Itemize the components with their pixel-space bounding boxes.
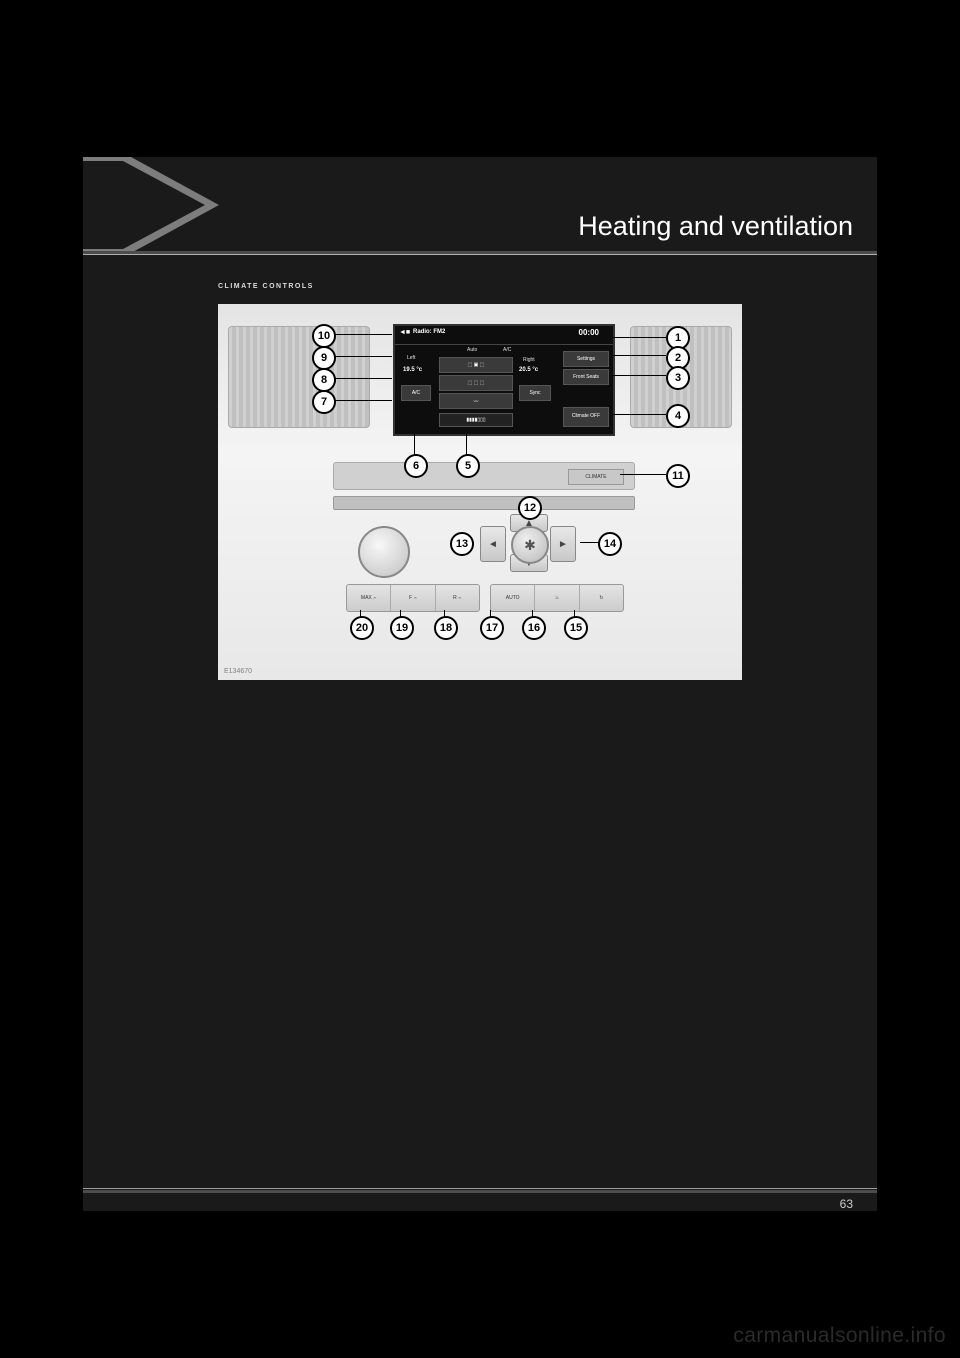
leader-4 xyxy=(612,414,666,415)
leader-9 xyxy=(334,356,392,357)
max-defrost-button[interactable]: MAX ⌢ xyxy=(347,585,391,611)
climate-hard-button[interactable]: CLIMATE xyxy=(568,469,624,485)
callout-17: 17 xyxy=(480,616,504,640)
manual-page: Heating and ventilation CLIMATE CONTROLS… xyxy=(83,157,877,1211)
footer-rule-light xyxy=(83,1188,877,1189)
callout-14: 14 xyxy=(598,532,622,556)
callout-15: 15 xyxy=(564,616,588,640)
callout-9: 9 xyxy=(312,346,336,370)
callout-13: 13 xyxy=(450,532,474,556)
page-number: 63 xyxy=(840,1197,853,1211)
mode-row-3[interactable]: 〰 xyxy=(439,393,513,409)
dpad-left-button[interactable]: ◄ xyxy=(480,526,506,562)
header-rule-light xyxy=(83,254,877,255)
heated-seat-button[interactable]: ♨ xyxy=(535,585,579,611)
front-defrost-button[interactable]: F ⌢ xyxy=(391,585,435,611)
dpad-right-button[interactable]: ► xyxy=(550,526,576,562)
section-heading: CLIMATE CONTROLS xyxy=(218,283,314,290)
callout-18: 18 xyxy=(434,616,458,640)
footer-rule-dark xyxy=(83,1190,877,1193)
leader-11 xyxy=(620,474,666,475)
cd-slot xyxy=(333,496,635,510)
leader-8 xyxy=(334,378,392,379)
leader-7 xyxy=(334,400,392,401)
touchscreen: ◄■ Radio: FM2 00:00 Auto A/C Left Right … xyxy=(393,324,615,436)
callout-12: 12 xyxy=(518,496,542,520)
settings-button[interactable]: Settings xyxy=(563,351,609,367)
button-row-left: MAX ⌢ F ⌢ R ⌢ xyxy=(346,584,480,612)
console-upper-strip: CLIMATE xyxy=(333,462,635,490)
leader-10 xyxy=(334,334,392,335)
auto-button[interactable]: AUTO xyxy=(491,585,535,611)
callout-3: 3 xyxy=(666,366,690,390)
callout-7: 7 xyxy=(312,390,336,414)
clock-label: 00:00 xyxy=(579,328,599,337)
page-header: Heating and ventilation xyxy=(83,157,877,267)
button-row-right: AUTO ♨ ↻ xyxy=(490,584,624,612)
air-vent-left xyxy=(228,326,370,428)
climate-diagram: ◄■ Radio: FM2 00:00 Auto A/C Left Right … xyxy=(218,304,742,680)
screen-body: Auto A/C Left Right 19.5 °c 20.5 °c A/C … xyxy=(395,345,613,435)
left-zone-label: Left xyxy=(407,355,415,361)
climate-off-button[interactable]: Climate OFF xyxy=(563,407,609,427)
callout-8: 8 xyxy=(312,368,336,392)
callout-19: 19 xyxy=(390,616,414,640)
callout-20: 20 xyxy=(350,616,374,640)
mode-row-2[interactable]: ⬚ ⬚ ⬚ xyxy=(439,375,513,391)
auto-label: Auto xyxy=(467,347,477,353)
leader-2 xyxy=(612,355,666,356)
callout-11: 11 xyxy=(666,464,690,488)
callout-4: 4 xyxy=(666,404,690,428)
watermark-label: carmanualsonline.info xyxy=(733,1324,946,1348)
mode-row-1[interactable]: ⬚ ▣ ⬚ xyxy=(439,357,513,373)
chevron-icon xyxy=(83,157,233,257)
right-temp[interactable]: 20.5 °c xyxy=(519,367,538,373)
ac-indicator-label: A/C xyxy=(503,347,511,353)
ac-button[interactable]: A/C xyxy=(401,385,431,401)
left-temp[interactable]: 19.5 °c xyxy=(403,367,422,373)
figure-ref: E134670 xyxy=(224,668,252,675)
rotary-knob[interactable] xyxy=(358,526,410,578)
page-outer: Heating and ventilation CLIMATE CONTROLS… xyxy=(0,0,960,1358)
sync-button[interactable]: Sync xyxy=(519,385,551,401)
rear-defrost-button[interactable]: R ⌢ xyxy=(436,585,479,611)
page-title: Heating and ventilation xyxy=(578,211,853,242)
screen-statusbar: ◄■ Radio: FM2 00:00 xyxy=(395,326,613,345)
blower-bar[interactable]: ▮▮▮▮▯▯▯ xyxy=(439,413,513,427)
dpad-center-button[interactable]: ✱ xyxy=(511,526,549,564)
right-zone-label: Right xyxy=(523,357,535,363)
callout-5: 5 xyxy=(456,454,480,478)
leader-3 xyxy=(612,375,666,376)
callout-16: 16 xyxy=(522,616,546,640)
front-seats-button[interactable]: Front Seats xyxy=(563,369,609,385)
radio-label: Radio: FM2 xyxy=(413,329,445,335)
back-icon[interactable]: ◄■ xyxy=(399,329,410,336)
callout-10: 10 xyxy=(312,324,336,348)
leader-1 xyxy=(612,337,666,338)
callout-6: 6 xyxy=(404,454,428,478)
dpad-cluster: ▲ ▼ ◄ ► ✱ xyxy=(478,516,578,570)
recirc-button[interactable]: ↻ xyxy=(580,585,623,611)
